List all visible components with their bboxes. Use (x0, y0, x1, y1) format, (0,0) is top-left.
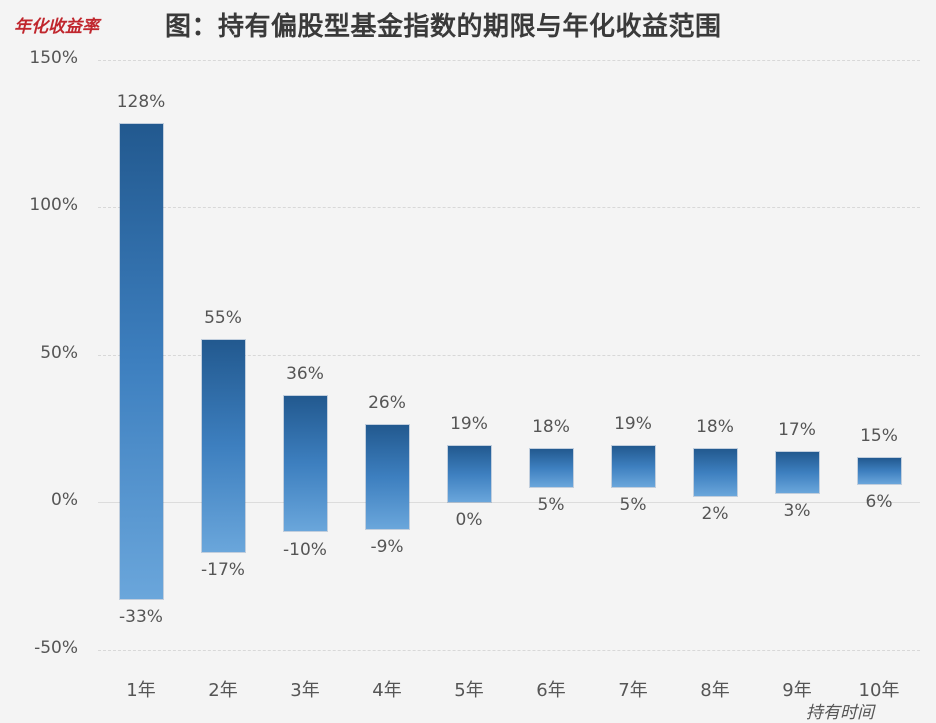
max-value-label: 15% (860, 425, 898, 446)
range-bar (693, 448, 737, 497)
gridline (98, 207, 920, 208)
range-bar (119, 124, 163, 600)
chart-title: 图：持有偏股型基金指数的期限与年化收益范围 (165, 12, 722, 42)
min-value-label: -33% (119, 607, 163, 628)
x-tick-label: 9年 (782, 680, 812, 701)
max-value-label: 128% (116, 92, 166, 113)
max-value-label: 18% (532, 416, 570, 437)
max-value-label: 36% (286, 363, 324, 384)
min-value-label: -9% (370, 536, 404, 557)
range-bar (857, 457, 901, 485)
gridline (98, 59, 920, 61)
x-tick-label: 3年 (290, 680, 320, 701)
x-tick-label: 7年 (618, 680, 648, 701)
min-value-label: -10% (283, 539, 327, 560)
max-value-label: 19% (450, 413, 488, 434)
y-tick-label: 50% (40, 342, 78, 363)
min-value-label: 5% (619, 495, 647, 516)
range-bar (283, 395, 327, 532)
min-value-label: 0% (455, 510, 483, 530)
max-value-label: 18% (696, 416, 734, 437)
max-value-label: 26% (368, 393, 406, 414)
x-tick-label: 5年 (454, 680, 484, 701)
gridline (98, 354, 920, 356)
x-tick-label: 2年 (208, 680, 238, 701)
y-tick-label: 150% (29, 47, 78, 68)
y-tick-label: -50% (34, 637, 78, 658)
max-value-label: 19% (614, 413, 652, 434)
y-axis-title: 年化收益率 (14, 17, 99, 37)
range-bar (611, 445, 655, 488)
range-bar (365, 425, 409, 529)
max-value-label: 17% (778, 419, 816, 440)
x-axis-title: 持有时间 (806, 703, 874, 723)
gridline (98, 502, 920, 503)
min-value-label: 3% (783, 501, 811, 522)
min-value-label: 2% (701, 504, 729, 525)
x-tick-label: 10年 (858, 680, 900, 701)
x-tick-label: 8年 (700, 680, 730, 701)
x-tick-label: 1年 (126, 680, 156, 701)
min-value-label: 6% (865, 492, 893, 513)
x-tick-label: 4年 (372, 680, 402, 701)
range-bar (529, 448, 573, 488)
range-bar (775, 451, 819, 494)
range-bar (201, 339, 245, 553)
y-tick-label: 0% (51, 490, 78, 510)
min-value-label: 5% (537, 495, 565, 516)
min-value-label: -17% (201, 560, 245, 581)
gridline (98, 649, 920, 651)
x-tick-label: 6年 (536, 680, 566, 701)
y-tick-label: 100% (29, 195, 78, 215)
range-bar (447, 445, 491, 502)
max-value-label: 55% (204, 307, 242, 328)
